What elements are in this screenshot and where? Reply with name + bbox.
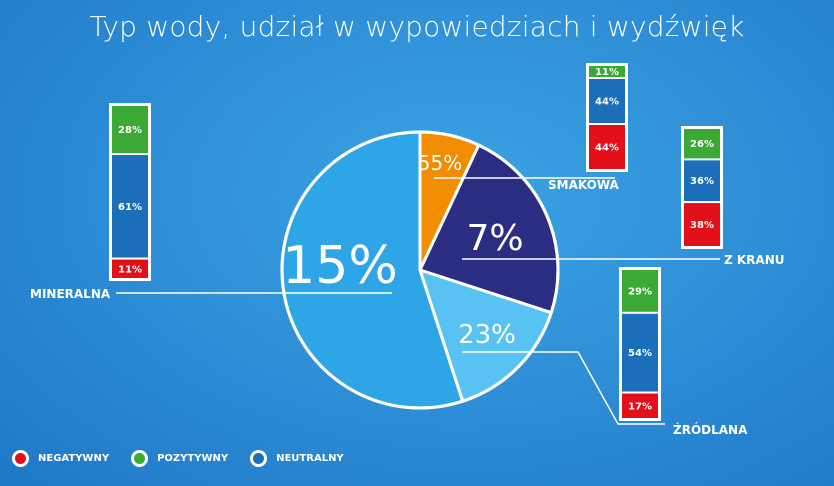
bar-segment-pozytywny [589, 66, 625, 77]
bar-segment-neutralny [589, 79, 625, 123]
bar-value-label-neutralny: 44% [595, 97, 619, 108]
bar-segment-negatywny [684, 203, 720, 246]
bar-value-label-pozytywny: 26% [690, 139, 714, 150]
category-label-z-kranu: Z KRANU [724, 253, 785, 267]
legend-dot-pozytywny [131, 450, 149, 467]
sentiment-bar-smakowa: 11% 44% 44% [586, 63, 628, 172]
bar-value-label-negatywny: 44% [595, 143, 619, 154]
slice-label-smakowa: 7% [466, 218, 523, 259]
bar-segment-negatywny [112, 259, 148, 278]
legend-dot-negatywny [12, 450, 29, 467]
bar-value-label-negatywny: 17% [628, 401, 652, 412]
legend: NEGATYWNY POZYTYWNY NEUTRALNY [12, 450, 366, 467]
category-label-smakowa: SMAKOWA [548, 178, 620, 192]
bar-segment-negatywny [622, 393, 658, 418]
bar-segment-neutralny [622, 313, 658, 392]
legend-label: POZYTYWNY [157, 453, 229, 464]
leader-lines [116, 177, 720, 425]
chart-title: Typ wody, udział w wypowiedziach i wydźw… [89, 10, 745, 43]
legend-item-pozytywny: POZYTYWNY [131, 450, 228, 467]
pie-outline [280, 130, 560, 410]
category-label-mineralna: MINERALNA [30, 287, 111, 301]
category-labels: 7% 23% 15% 55% MINERALNA SMAKOWA Z KRANU ŹRÓDLA… [30, 151, 785, 437]
bar-segment-pozytywny [112, 106, 148, 154]
bar-segment-pozytywny [622, 270, 658, 312]
bar-value-label-neutralny: 54% [628, 348, 652, 359]
bar-value-label-pozytywny: 29% [628, 286, 652, 297]
bar-value-label-negatywny: 11% [118, 264, 142, 275]
slice-label-z-kranu: 23% [458, 320, 516, 350]
legend-item-negatywny: NEGATYWNY [12, 450, 109, 467]
bar-value-label-pozytywny: 11% [595, 67, 619, 78]
bar-segment-neutralny [112, 155, 148, 258]
bar-segment-neutralny [684, 160, 720, 202]
slice-label-źródlana: 15% [282, 236, 398, 296]
bar-value-label-pozytywny: 28% [118, 125, 142, 136]
slice-label-mineralna: 55% [418, 151, 462, 175]
sentiment-bar-mineralna: 28% 61% 11% [109, 103, 151, 281]
legend-label: NEUTRALNY [276, 453, 344, 464]
bar-value-label-negatywny: 38% [690, 220, 714, 231]
legend-label: NEGATYWNY [38, 453, 110, 464]
category-label-źródlana: ŹRÓDLANA [673, 422, 748, 437]
bar-segment-pozytywny [684, 129, 720, 159]
bar-segment-negatywny [589, 125, 625, 169]
legend-dot-neutralny [250, 450, 268, 467]
sentiment-bar-z-kranu: 26% 36% 38% [681, 126, 723, 249]
sentiment-bar-źródlana: 29% 54% 17% [619, 267, 661, 421]
bar-value-label-neutralny: 61% [118, 202, 142, 213]
sentiment-bars: 28% 61% 11% 11% 44% 44% 26% 36% 38% 29% 54% 17% [109, 63, 723, 421]
bar-value-label-neutralny: 36% [690, 176, 714, 187]
legend-item-neutralny: NEUTRALNY [250, 450, 344, 467]
leader-line-zrodlana [462, 351, 665, 425]
pie-layer [280, 130, 560, 410]
